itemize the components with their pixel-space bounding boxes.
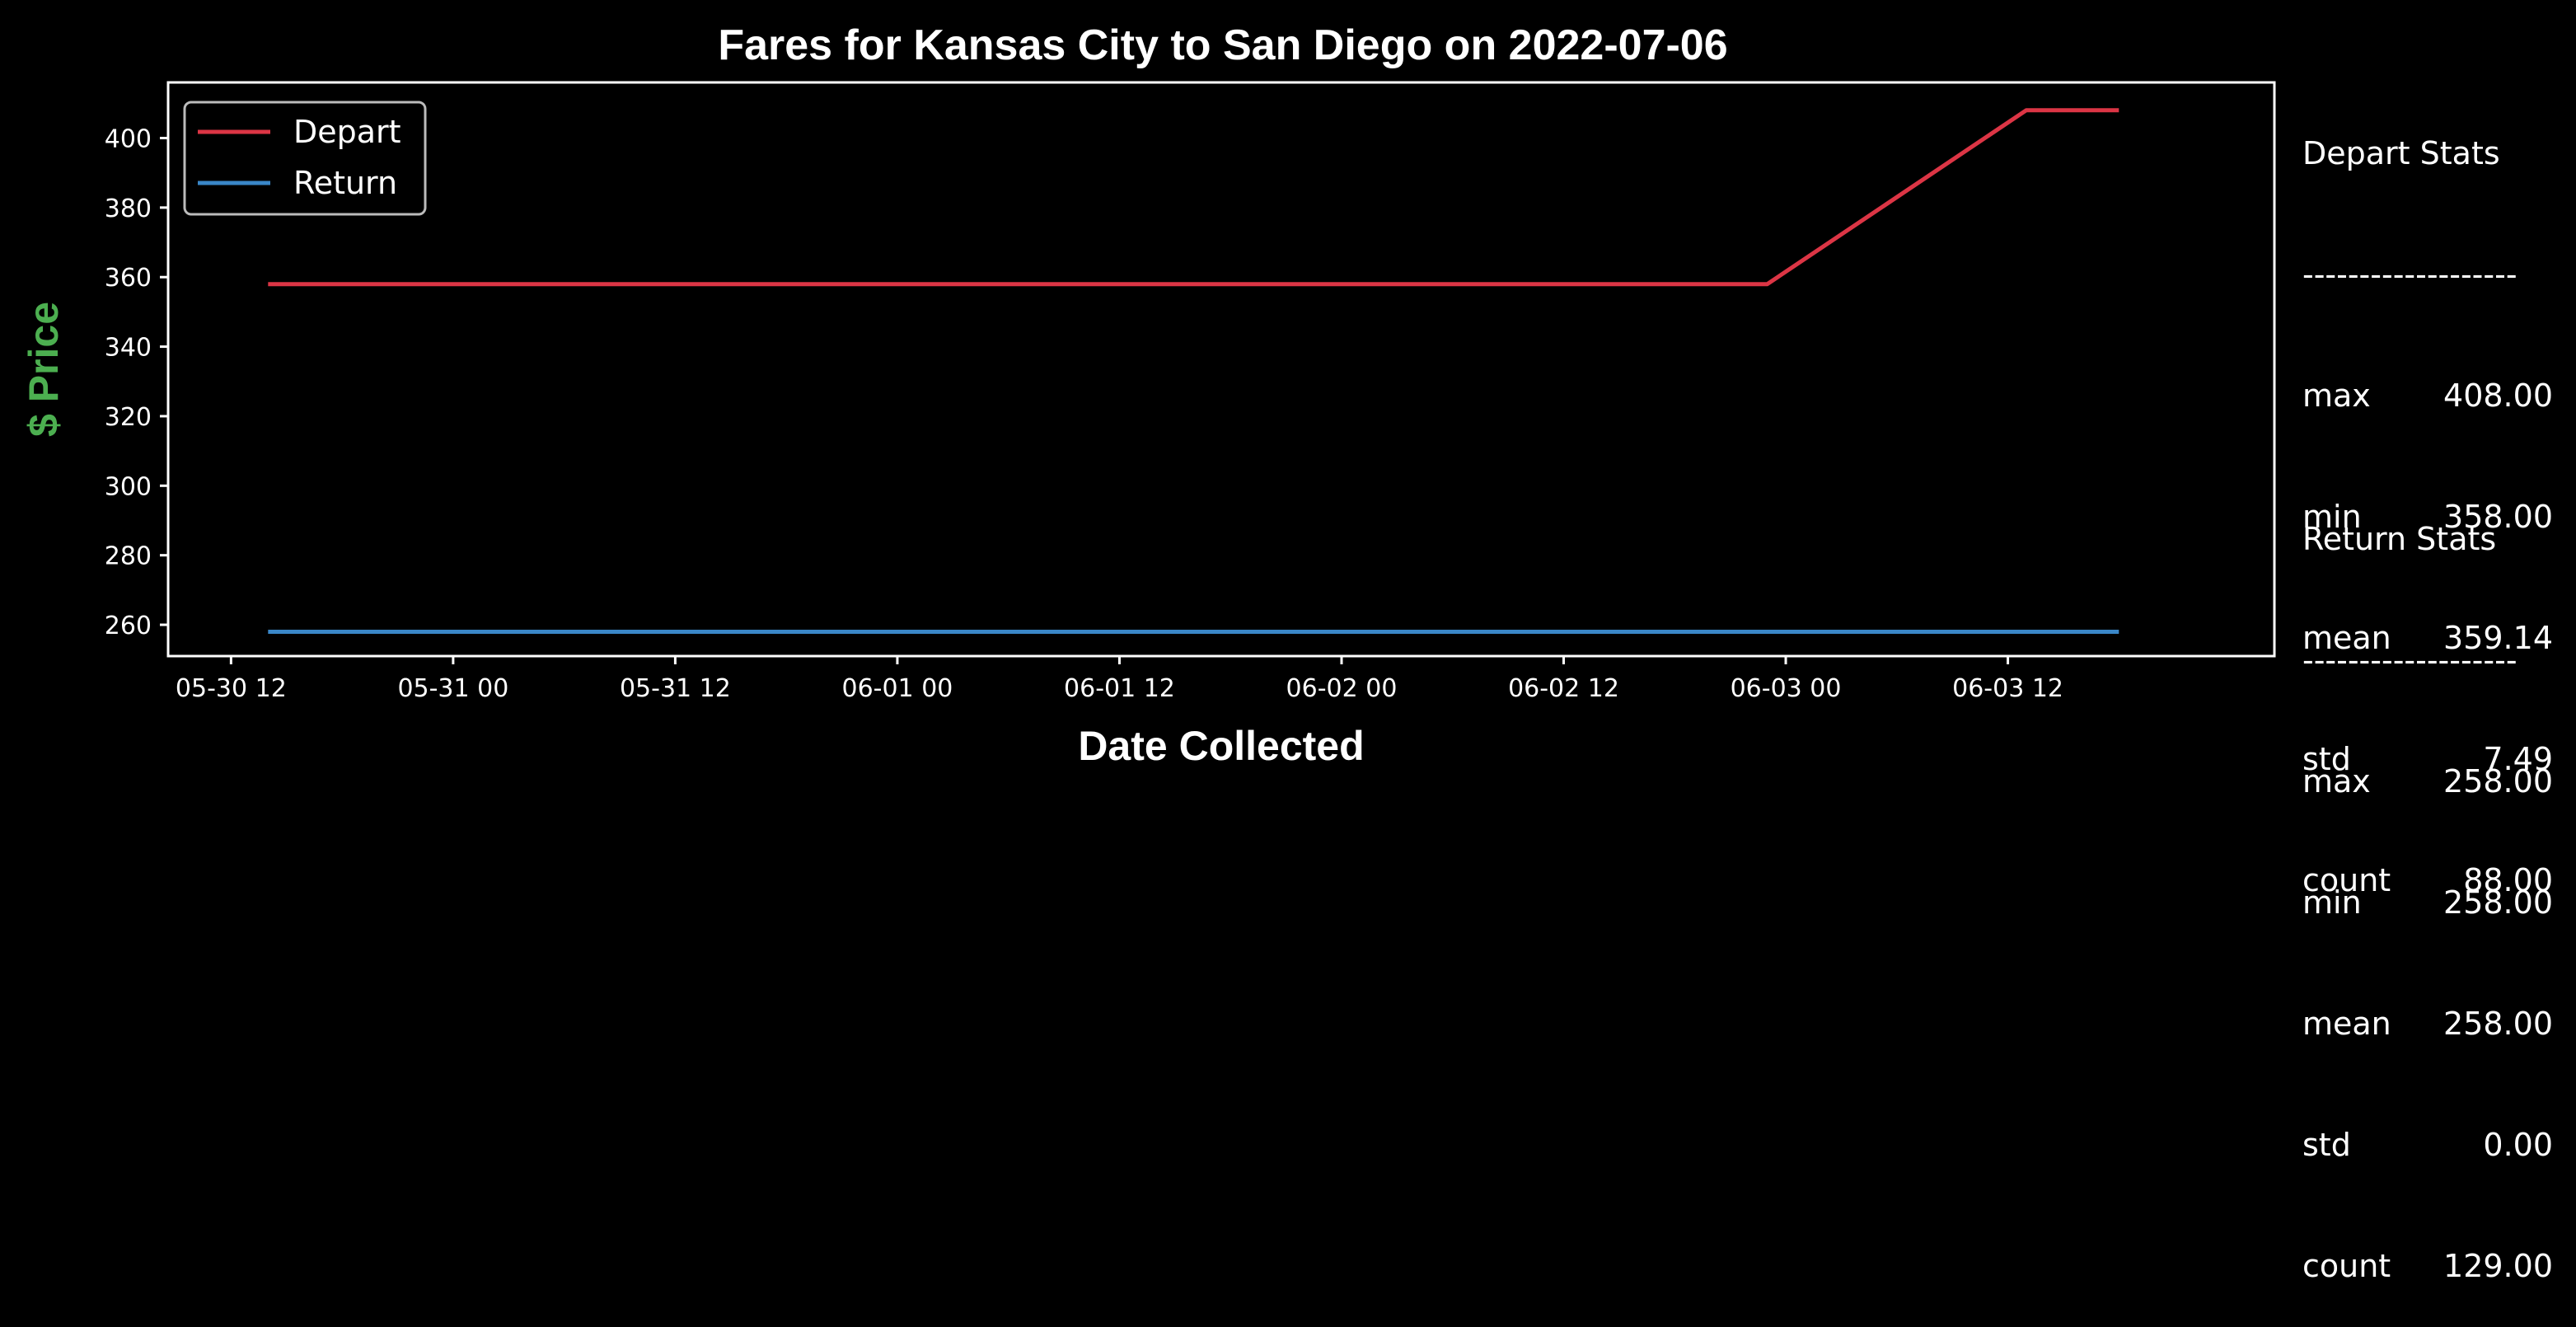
x-tick-label: 05-31 00 xyxy=(397,674,508,703)
stat-key: std xyxy=(2302,741,2351,777)
stat-row: max 408.00 xyxy=(2302,376,2553,416)
x-tick-label: 05-30 12 xyxy=(176,674,287,703)
legend-return-label: Return xyxy=(293,165,397,201)
stat-row: min 358.00 xyxy=(2302,497,2553,537)
x-tick-label: 06-01 00 xyxy=(841,674,953,703)
stat-key: max xyxy=(2302,763,2371,799)
x-tick-label: 06-01 12 xyxy=(1064,674,1175,703)
return-stats-divider: ------------------- xyxy=(2302,642,2517,678)
y-tick-label: 340 xyxy=(105,334,152,363)
stat-key: min xyxy=(2302,884,2362,921)
stat-value: 358.00 xyxy=(2443,499,2553,535)
y-tick-label: 280 xyxy=(105,542,152,571)
stat-row: mean 258.00 xyxy=(2302,1004,2553,1044)
return-stats-panel: Return Stats ------------------- max 258.… xyxy=(2302,438,2553,1327)
stat-row: min 258.00 xyxy=(2302,883,2553,923)
stat-value: 408.00 xyxy=(2443,377,2553,414)
y-tick-label: 300 xyxy=(105,472,152,501)
legend-depart-label: Depart xyxy=(293,114,401,150)
stat-value: 7.49 xyxy=(2483,741,2553,777)
series-line-depart xyxy=(268,108,2119,287)
y-tick-label: 400 xyxy=(105,124,152,153)
stat-value: 258.00 xyxy=(2443,763,2553,799)
stat-value: 359.14 xyxy=(2443,620,2553,656)
stat-key: mean xyxy=(2302,1006,2391,1042)
return-stats-title: Return Stats xyxy=(2302,521,2497,557)
plot-frame xyxy=(166,81,2276,658)
x-tick-label: 05-31 12 xyxy=(620,674,731,703)
depart-stats-title: Depart Stats xyxy=(2302,135,2500,171)
fare-chart: Fares for Kansas City to San Diego on 20… xyxy=(21,21,2276,769)
stat-key: max xyxy=(2302,377,2371,414)
y-tick-label: 320 xyxy=(105,403,152,432)
depart-stats-divider: ------------------- xyxy=(2302,256,2517,293)
y-tick-label: 360 xyxy=(105,264,152,293)
chart-title: Fares for Kansas City to San Diego on 20… xyxy=(718,21,1727,69)
stat-row: max 258.00 xyxy=(2302,762,2553,802)
series-layer xyxy=(268,108,2119,634)
stat-value: 258.00 xyxy=(2443,1006,2553,1042)
stat-row: count 129.00 xyxy=(2302,1246,2553,1287)
stat-key: std xyxy=(2302,1127,2351,1163)
stat-key: min xyxy=(2302,499,2362,535)
x-tick-label: 06-03 12 xyxy=(1952,674,2063,703)
stat-row: std 0.00 xyxy=(2302,1125,2553,1165)
stat-value: 258.00 xyxy=(2443,884,2553,921)
x-tick-label: 06-02 12 xyxy=(1508,674,1619,703)
stat-row: std 7.49 xyxy=(2302,739,2553,780)
stat-row: mean 359.14 xyxy=(2302,618,2553,659)
y-tick-label: 380 xyxy=(105,195,152,223)
legend: Depart Return xyxy=(183,101,427,216)
stat-value: 0.00 xyxy=(2483,1127,2553,1163)
stat-key: count xyxy=(2302,1248,2391,1284)
x-tick-label: 06-03 00 xyxy=(1731,674,1842,703)
stat-key: mean xyxy=(2302,620,2391,656)
x-axis-label: Date Collected xyxy=(1078,723,1364,769)
x-tick-label: 06-02 00 xyxy=(1286,674,1398,703)
y-tick-label: 260 xyxy=(105,612,152,640)
stat-value: 129.00 xyxy=(2443,1248,2553,1284)
x-axis: 05-30 12 05-31 00 05-31 12 06-01 00 06-01 12… xyxy=(176,656,2063,703)
y-axis-label: $ Price xyxy=(21,302,67,437)
y-axis: 260 280 300 320 340 360 380 400 xyxy=(105,124,168,640)
